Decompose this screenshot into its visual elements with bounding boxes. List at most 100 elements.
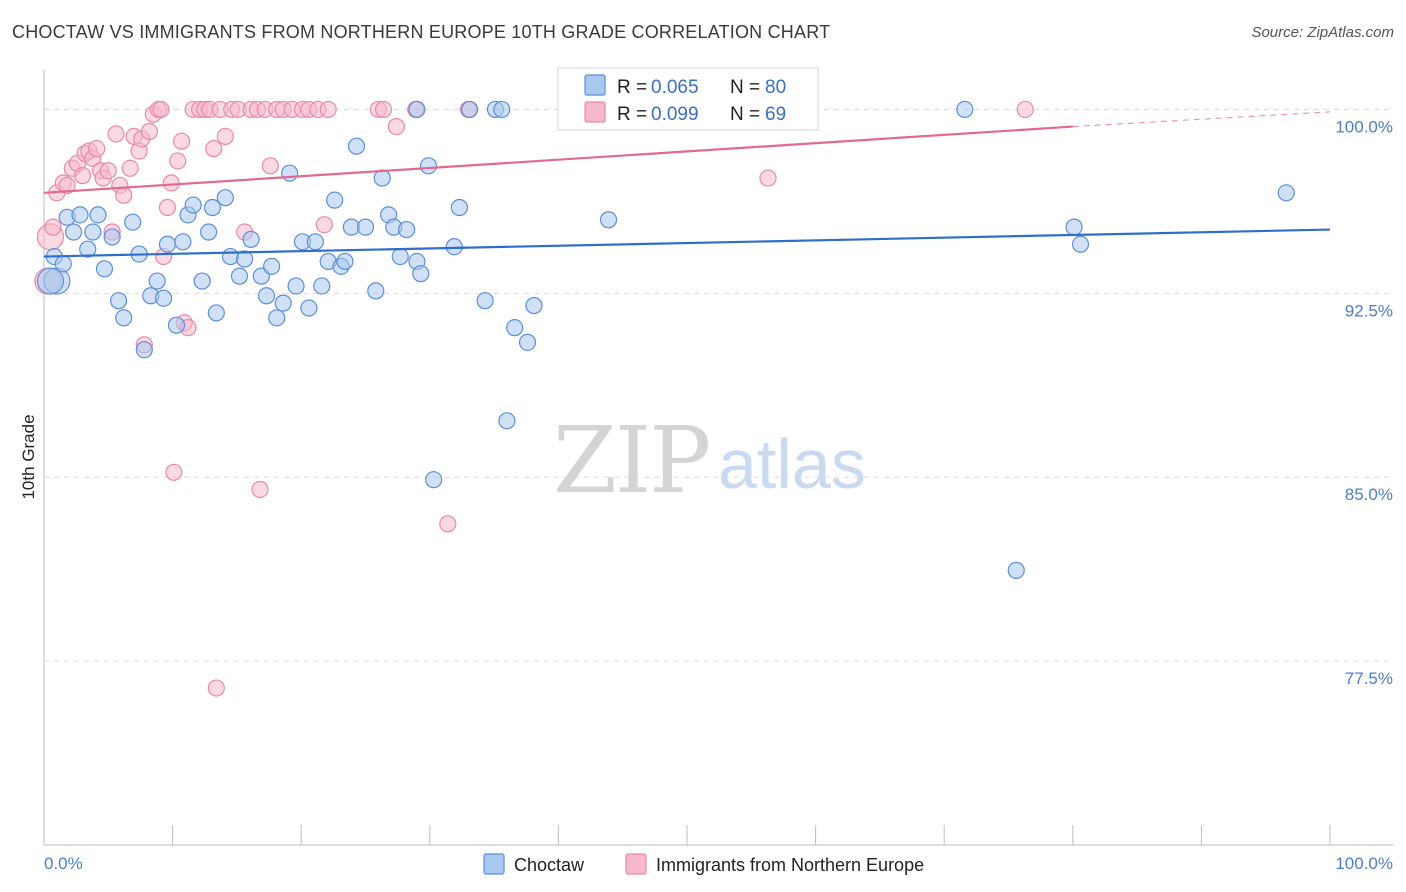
choctaw-point-36 <box>268 309 286 327</box>
immigrants-trend-line <box>43 125 1073 194</box>
immigrants-point-68 <box>1016 100 1034 119</box>
choctaw-point-34 <box>257 287 276 305</box>
immigrants-point-50 <box>251 480 269 499</box>
immigrants-point-65 <box>439 515 457 533</box>
choctaw-point-38 <box>281 164 299 182</box>
choctaw-point-13 <box>124 213 142 231</box>
choctaw-point-8 <box>89 206 107 224</box>
choctaw-point-5 <box>71 206 89 224</box>
legend-n-value-immigrants: 69 <box>765 104 786 125</box>
y-tick-labels: 77.5% 85.0% 92.5% 100.0% <box>1335 117 1393 688</box>
chart-source: Source: ZipAtlas.com <box>1251 24 1394 41</box>
choctaw-point-49 <box>347 137 366 155</box>
choctaw-point-6 <box>79 240 97 258</box>
immigrants-trend-extension <box>1072 111 1331 128</box>
choctaw-point-78 <box>1277 184 1295 202</box>
legend-r-label-choctaw: R = <box>617 77 647 98</box>
choctaw-point-23 <box>184 196 202 214</box>
immigrants-point-25 <box>140 122 159 141</box>
watermark-zip: ZIP <box>553 407 709 514</box>
y-tick-label-0: 77.5% <box>1345 669 1393 688</box>
choctaw-point-37 <box>274 294 292 312</box>
choctaw-point-66 <box>493 100 511 119</box>
choctaw-point-27 <box>207 304 225 322</box>
y-axis-label: 10th Grade <box>19 414 38 499</box>
choctaw-point-68 <box>506 319 524 337</box>
choctaw-points <box>36 100 1295 579</box>
choctaw-point-75 <box>1007 561 1025 579</box>
legend-swatch-choctaw <box>584 74 606 96</box>
choctaw-point-17 <box>148 272 166 290</box>
choctaw-point-43 <box>313 277 331 295</box>
watermark-atlas: atlas <box>718 425 866 503</box>
choctaw-point-62 <box>450 198 468 217</box>
choctaw-point-64 <box>476 292 494 310</box>
immigrants-point-32 <box>165 463 183 481</box>
choctaw-point-29 <box>221 247 240 266</box>
legend-swatch-immigrants <box>584 101 606 123</box>
choctaw-point-30 <box>230 267 249 285</box>
choctaw-point-58 <box>412 265 430 283</box>
immigrants-point-33 <box>169 152 187 170</box>
choctaw-point-55 <box>391 247 409 266</box>
immigrants-point-15 <box>99 162 117 180</box>
choctaw-point-60 <box>408 100 426 119</box>
immigrants-point-60 <box>319 100 337 119</box>
immigrants-point-62 <box>374 100 393 119</box>
choctaw-point-10 <box>103 228 121 246</box>
choctaw-point-12 <box>115 309 133 327</box>
choctaw-point-50 <box>356 218 375 236</box>
trend-lines <box>43 111 1331 258</box>
bottom-legend-swatch-immigrants <box>625 853 647 875</box>
choctaw-point-56 <box>398 220 416 239</box>
y-tick-label-1: 85.0% <box>1345 485 1393 504</box>
choctaw-point-39 <box>287 277 305 295</box>
choctaw-point-45 <box>326 191 344 209</box>
axes <box>43 70 1393 846</box>
choctaw-point-79 <box>36 267 65 295</box>
immigrants-point-19 <box>115 186 133 204</box>
choctaw-point-26 <box>203 198 222 217</box>
choctaw-point-63 <box>461 100 479 119</box>
choctaw-point-51 <box>367 282 385 300</box>
grid-lines <box>44 108 1392 662</box>
immigrants-point-17 <box>107 125 125 143</box>
choctaw-point-25 <box>200 223 218 241</box>
immigrants-point-30 <box>158 198 177 217</box>
choctaw-point-77 <box>1071 235 1090 253</box>
legend-r-value-immigrants: 0.099 <box>651 104 699 125</box>
x-tick-label-0: 0.0% <box>44 854 83 873</box>
choctaw-point-69 <box>518 333 537 351</box>
choctaw-point-2 <box>54 255 72 273</box>
bottom-legend-swatch-choctaw <box>483 853 505 875</box>
immigrants-point-28 <box>152 100 170 119</box>
choctaw-point-42 <box>306 233 324 251</box>
immigrants-point-63 <box>387 117 405 136</box>
choctaw-point-20 <box>167 316 186 334</box>
choctaw-point-19 <box>158 235 177 253</box>
immigrants-point-67 <box>759 169 777 187</box>
immigrants-point-34 <box>173 132 191 150</box>
immigrants-point-41 <box>205 140 223 158</box>
immigrants-point-8 <box>73 167 92 185</box>
immigrants-points <box>34 100 1034 697</box>
legend-n-value-choctaw: 80 <box>765 77 786 98</box>
immigrants-point-52 <box>261 157 279 175</box>
choctaw-point-72 <box>599 211 618 229</box>
immigrants-point-20 <box>121 159 139 177</box>
bottom-legend-label-choctaw: Choctaw <box>514 855 585 875</box>
choctaw-point-24 <box>193 272 211 290</box>
immigrants-point-44 <box>216 127 234 145</box>
choctaw-trend-line <box>43 228 1331 258</box>
legend-n-label-immigrants: N = <box>730 104 760 125</box>
bottom-legend-label-immigrants: Immigrants from Northern Europe <box>656 855 924 875</box>
choctaw-point-71 <box>425 471 443 489</box>
immigrants-point-5 <box>58 176 76 195</box>
choctaw-point-47 <box>336 252 354 271</box>
choctaw-point-41 <box>300 299 318 317</box>
choctaw-point-59 <box>419 157 438 175</box>
immigrants-point-2 <box>44 218 62 236</box>
choctaw-point-7 <box>84 223 102 241</box>
legend-r-value-choctaw: 0.065 <box>651 77 699 98</box>
